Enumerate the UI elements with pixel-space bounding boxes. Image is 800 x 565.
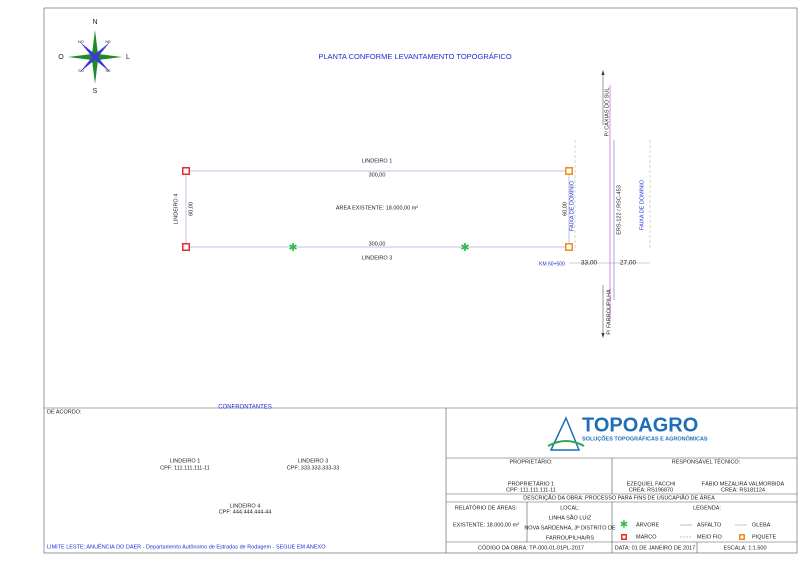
- location-line: FARROUPILHA/RS: [546, 535, 594, 541]
- neighbor-cpf: CPF: 111.111.111-11: [160, 465, 210, 471]
- compass-point: [80, 56, 96, 72]
- boundary-label: LINDEIRO 1: [362, 158, 393, 164]
- area-label: ÁREA EXISTENTE: 18.000,00 m²: [336, 204, 418, 211]
- area-value: EXISTENTE: 18.000,00 m²: [453, 522, 519, 528]
- compass-point: [94, 42, 110, 58]
- legend-label: GLEBA: [752, 522, 771, 528]
- dimension: 300,00: [369, 172, 386, 178]
- plan: ✱ ✱ LINDEIRO 1 300,00 ÁREA EXISTENTE: 18…: [173, 70, 651, 338]
- field-label: RELATÓRIO DE ÁREAS:: [455, 504, 518, 511]
- logo-subtitle: SOLUÇÕES TOPOGRÁFICAS E AGRONÔMICAS: [582, 434, 708, 442]
- logo-icon: [549, 416, 581, 451]
- technician-name: EZEQUIEL FACCHI: [627, 481, 676, 487]
- dimension: 300,00: [369, 241, 386, 247]
- compass-label: SE: [105, 68, 111, 73]
- neighbor-name: LINDEIRO 4: [230, 503, 261, 509]
- field-label: RESPONSÁVEL TÉCNICO:: [672, 458, 741, 465]
- right-of-way-label: FAIXA DE DOMÍNIO: [568, 180, 575, 231]
- compass-point: [95, 54, 122, 60]
- plan-title: PLANTA CONFORME LEVANTAMENTO TOPOGRÁFICO: [318, 52, 512, 61]
- tree-symbol: ✱: [460, 242, 469, 254]
- sheet-border: [43, 7, 798, 554]
- field-label: PROPRIETÁRIO:: [509, 458, 553, 465]
- compass-label: N: [92, 19, 97, 26]
- road-direction: P/ CAXIAS DO SUL: [604, 88, 610, 137]
- legend-label: MEIO FIO: [697, 534, 722, 540]
- neighbor-cpf: CPF: 444.444.444-44: [219, 509, 272, 515]
- legend: ✱ ÁRVORE MARCO ASFALTO MEIO FIO GLEBA PI…: [620, 520, 777, 541]
- boundary-label: LINDEIRO 3: [362, 255, 393, 261]
- compass-label: L: [126, 54, 130, 61]
- east-limit-note: LIMITE LESTE: ANUÊNCIA DO DAER - Departa…: [47, 542, 326, 550]
- neighbor-name: LINDEIRO 1: [170, 458, 201, 464]
- legend-label: PIQUETE: [752, 534, 776, 540]
- dimension: 60,00: [188, 202, 194, 216]
- compass-label: NE: [105, 39, 111, 44]
- agreement-label: DE ACORDO:: [47, 409, 82, 415]
- marker: [566, 168, 572, 174]
- arrow-head: [601, 333, 605, 338]
- field-label: LEGENDA:: [693, 505, 721, 511]
- road-label: ERS-122 / RSC-453: [616, 185, 622, 235]
- owner-cpf: CPF: 111.111.111-11: [506, 487, 556, 493]
- technician-crea: CREA: RS181124: [721, 487, 765, 493]
- technician-name: FÁBIO MEZALIRA VALMORBIDA: [702, 480, 785, 487]
- compass-label: SO: [78, 68, 84, 73]
- dimension: 33,00: [581, 260, 598, 267]
- technician-crea: CREA: RS196870: [629, 487, 673, 493]
- compass-point: [68, 54, 95, 60]
- legend-symbol: [740, 535, 744, 539]
- date: DATA: 01 DE JANEIRO DE 2017: [615, 545, 696, 551]
- work-code: CÓDIGO DA OBRA: TP-000-01-01PL-2017: [478, 544, 584, 551]
- legend-label: MARCO: [636, 534, 657, 540]
- legend-symbol: [622, 535, 626, 539]
- compass: N S O L NO NE SO SE: [58, 19, 130, 95]
- marco: [182, 167, 190, 251]
- km-label: KM 60+500: [539, 261, 565, 267]
- logo-text: TOPOAGRO: [582, 414, 698, 436]
- logo-icon: [547, 440, 585, 447]
- logo: TOPOAGRO SOLUÇÕES TOPOGRÁFICAS E AGRONÔM…: [547, 414, 708, 451]
- scale: ESCALA: 1:1.500: [723, 545, 766, 551]
- dimension: 60,00: [562, 202, 568, 216]
- compass-point: [92, 30, 98, 57]
- compass-label: S: [93, 88, 98, 95]
- legend-symbol: ✱: [620, 520, 628, 531]
- compass-point: [94, 56, 110, 72]
- road-direction: P/ FARROUPILHA: [606, 289, 612, 335]
- field-label: LOCAL:: [560, 505, 580, 511]
- compass-label: O: [58, 54, 64, 61]
- legend-label: ASFALTO: [697, 522, 722, 528]
- neighbor-cpf: CPF: 333.333.333-33: [287, 465, 340, 471]
- owner-name: PROPRIETÁRIO 1: [508, 480, 554, 487]
- tree-symbol: ✱: [288, 242, 297, 254]
- legend-label: ÁRVORE: [636, 521, 659, 528]
- piquete: [565, 167, 573, 251]
- compass-point: [80, 42, 96, 58]
- work-description: DESCRIÇÃO DA OBRA: PROCESSO PARA FINS DE…: [523, 494, 715, 501]
- compass-point: [92, 57, 98, 84]
- right-of-way-label: FAIXA DE DOMÍNIO: [638, 179, 645, 230]
- marker: [183, 244, 189, 250]
- arrow-head: [601, 70, 605, 75]
- marker: [183, 168, 189, 174]
- location-line: NOVA SARDENHA, 3º DISTRITO DE: [524, 524, 616, 531]
- compass-label: NO: [78, 39, 84, 44]
- section-title: CONFRONTANTES: [218, 405, 272, 411]
- location-line: LINHA SÃO LUIZ: [549, 514, 592, 521]
- dimension: 27,00: [620, 260, 637, 267]
- marker: [566, 244, 572, 250]
- parcel-outline: [185, 170, 570, 248]
- boundary-label: LINDEIRO 4: [173, 194, 179, 225]
- neighbor-name: LINDEIRO 3: [298, 458, 329, 464]
